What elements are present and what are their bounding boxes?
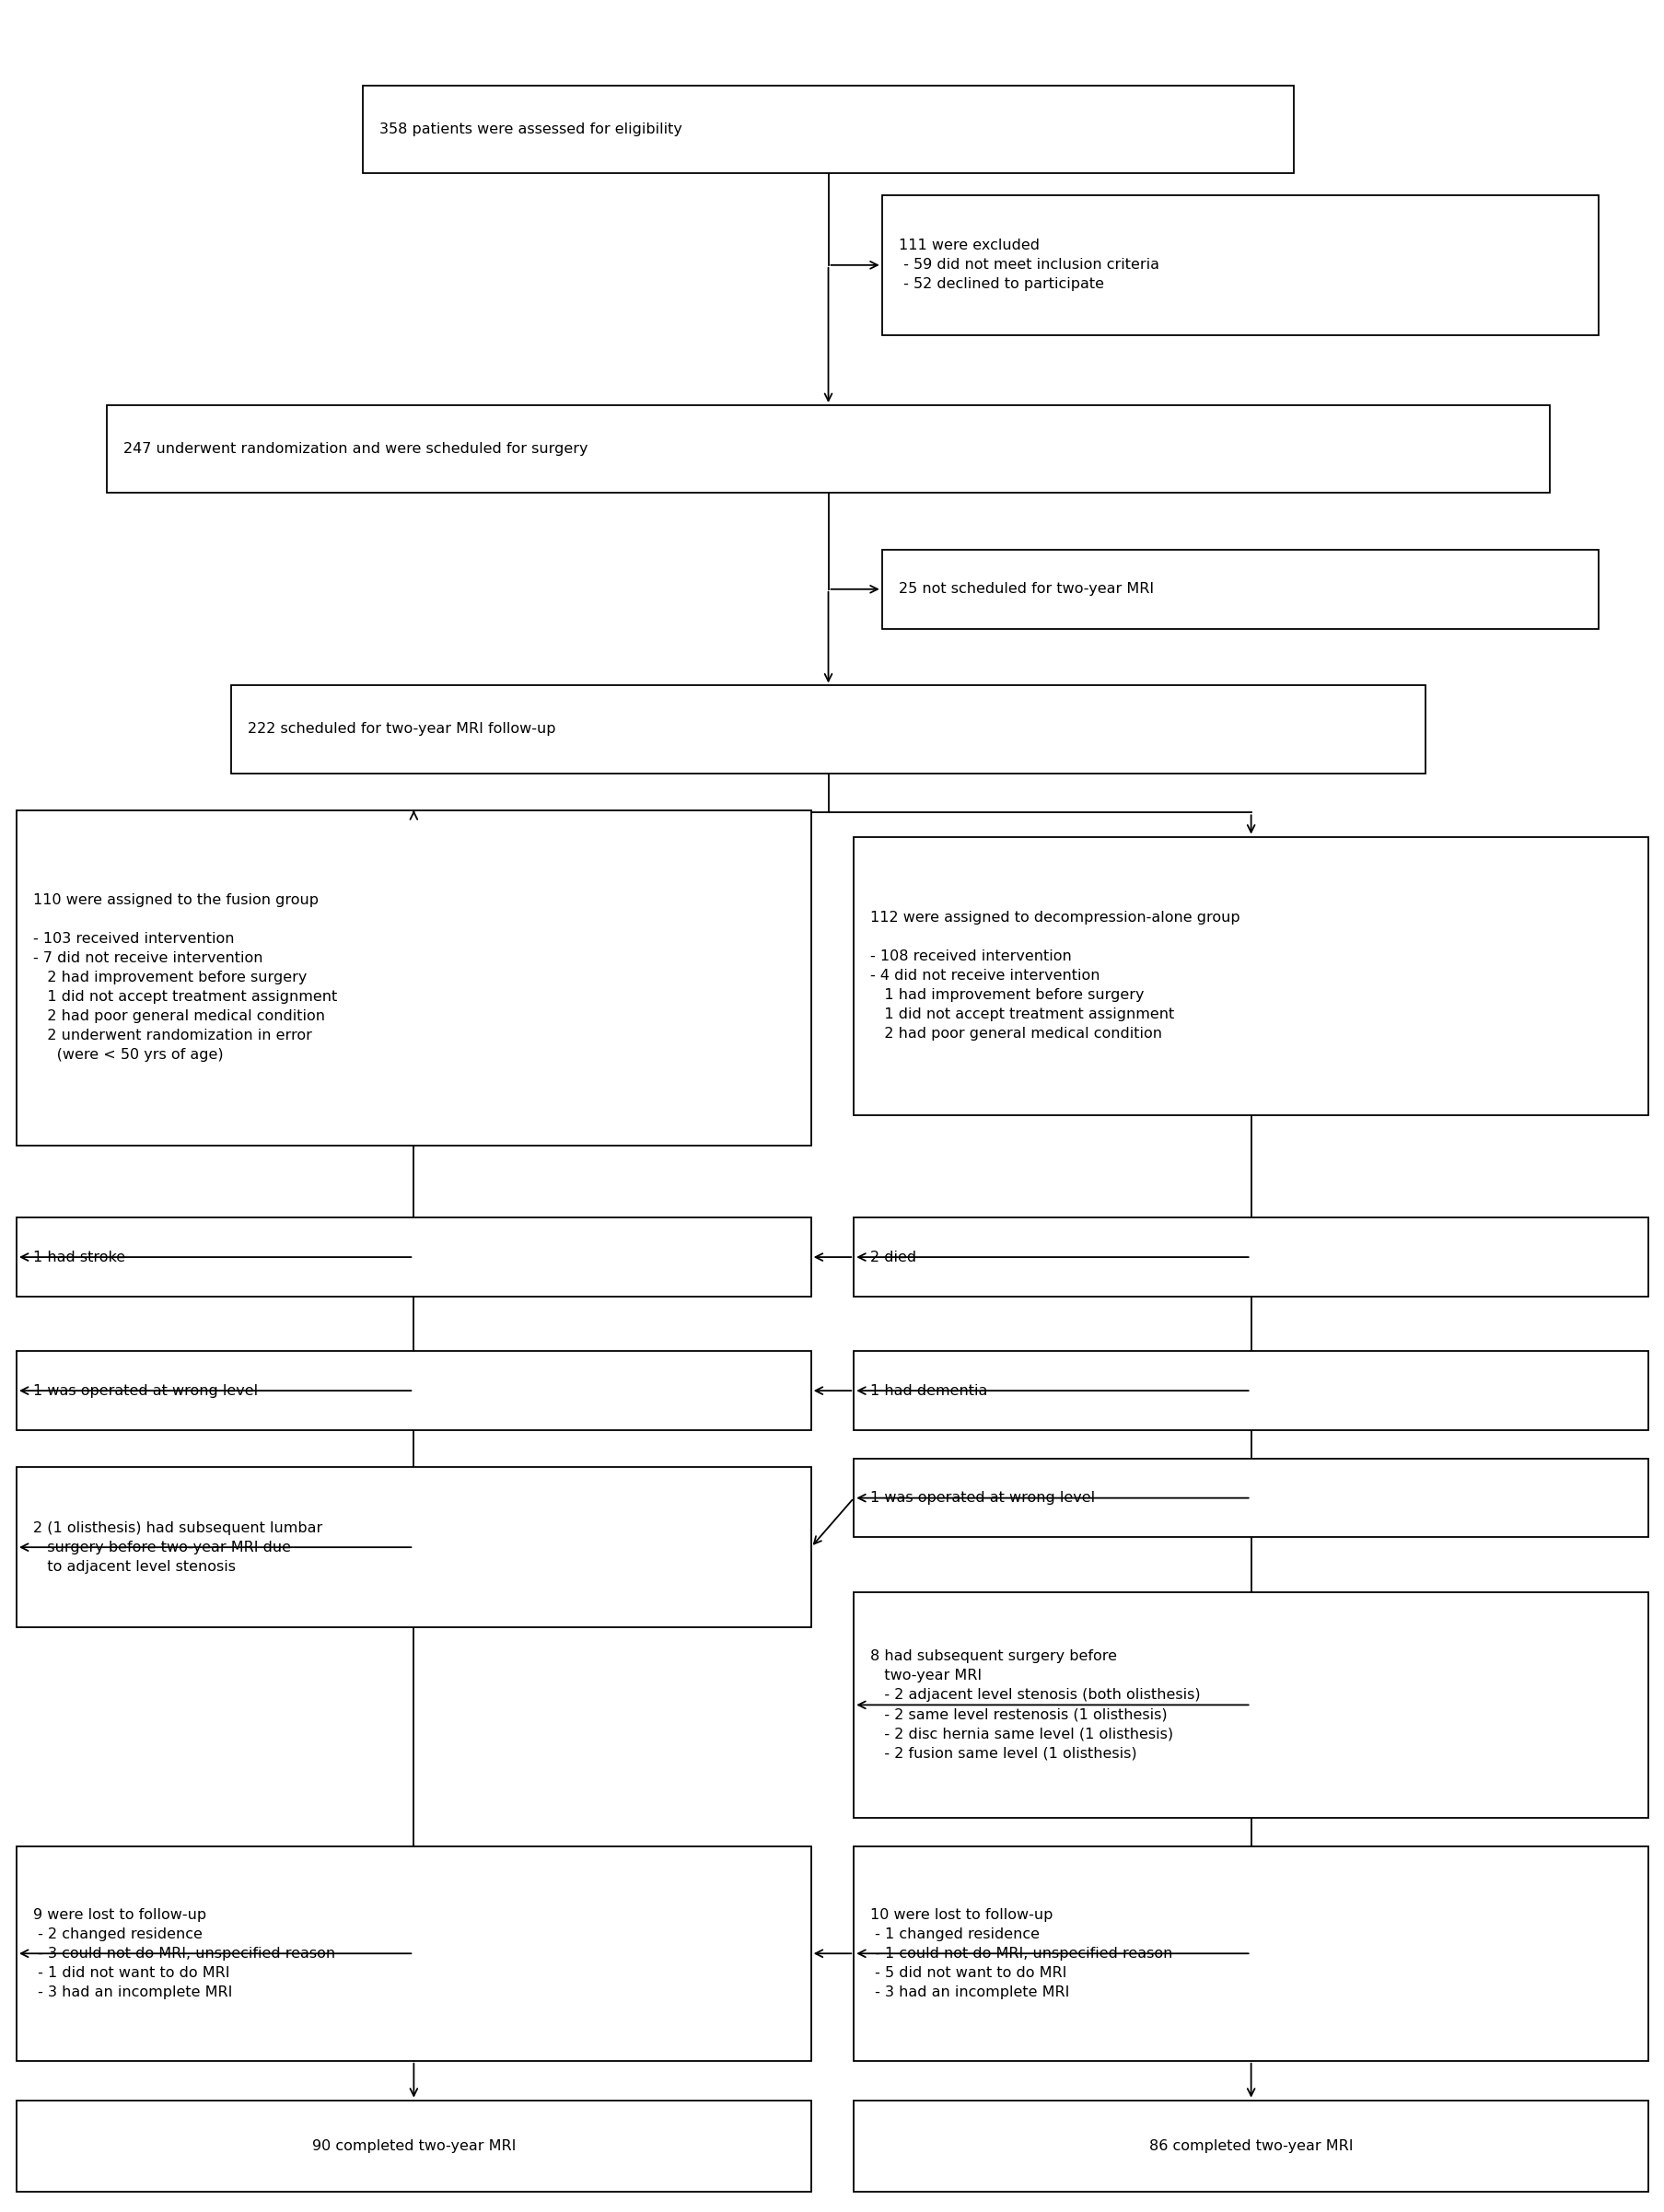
Text: 1 was operated at wrong level: 1 was operated at wrong level (33, 1385, 258, 1398)
Bar (854, 2099, 1647, 2192)
Bar (363, 86, 1293, 173)
Text: 1 had stroke: 1 had stroke (33, 1250, 125, 1263)
Text: 1 was operated at wrong level: 1 was operated at wrong level (870, 1491, 1095, 1504)
Bar (17, 1847, 810, 2062)
Bar (854, 1217, 1647, 1296)
Text: 110 were assigned to the fusion group

- 103 received intervention
- 7 did not r: 110 were assigned to the fusion group - … (33, 894, 338, 1062)
Bar (854, 1847, 1647, 2062)
Text: 112 were assigned to decompression-alone group

- 108 received intervention
- 4 : 112 were assigned to decompression-alone… (870, 911, 1240, 1040)
Text: 111 were excluded
 - 59 did not meet inclusion criteria
 - 52 declined to partic: 111 were excluded - 59 did not meet incl… (899, 239, 1158, 292)
Text: 86 completed two-year MRI: 86 completed two-year MRI (1148, 2139, 1353, 2152)
Text: 358 patients were assessed for eligibility: 358 patients were assessed for eligibili… (379, 122, 682, 137)
Text: 222 scheduled for two-year MRI follow-up: 222 scheduled for two-year MRI follow-up (248, 723, 556, 737)
Bar (17, 1217, 810, 1296)
Bar (231, 686, 1424, 774)
Text: 10 were lost to follow-up
 - 1 changed residence
 - 1 could not do MRI, unspecif: 10 were lost to follow-up - 1 changed re… (870, 1909, 1171, 2000)
Bar (854, 836, 1647, 1115)
Bar (17, 2099, 810, 2192)
Bar (854, 1458, 1647, 1537)
Bar (17, 1352, 810, 1431)
Bar (854, 1352, 1647, 1431)
Text: 90 completed two-year MRI: 90 completed two-year MRI (311, 2139, 516, 2152)
Text: 1 had dementia: 1 had dementia (870, 1385, 987, 1398)
Text: 8 had subsequent surgery before
   two-year MRI
   - 2 adjacent level stenosis (: 8 had subsequent surgery before two-year… (870, 1650, 1200, 1761)
Text: 2 (1 olisthesis) had subsequent lumbar
   surgery before two-year MRI due
   to : 2 (1 olisthesis) had subsequent lumbar s… (33, 1522, 323, 1573)
Bar (882, 551, 1597, 628)
Text: 9 were lost to follow-up
 - 2 changed residence
 - 3 could not do MRI, unspecifi: 9 were lost to follow-up - 2 changed res… (33, 1909, 334, 2000)
Bar (17, 1467, 810, 1628)
Bar (106, 405, 1549, 493)
Text: 247 underwent randomization and were scheduled for surgery: 247 underwent randomization and were sch… (123, 442, 587, 456)
Text: 25 not scheduled for two-year MRI: 25 not scheduled for two-year MRI (899, 582, 1153, 595)
Bar (882, 195, 1597, 336)
Bar (17, 810, 810, 1146)
Bar (854, 1593, 1647, 1818)
Text: 2 died: 2 died (870, 1250, 915, 1263)
